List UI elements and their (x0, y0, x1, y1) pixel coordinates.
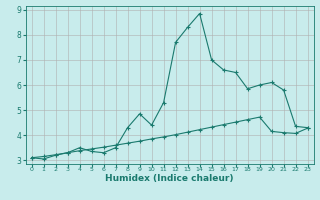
X-axis label: Humidex (Indice chaleur): Humidex (Indice chaleur) (105, 174, 234, 183)
